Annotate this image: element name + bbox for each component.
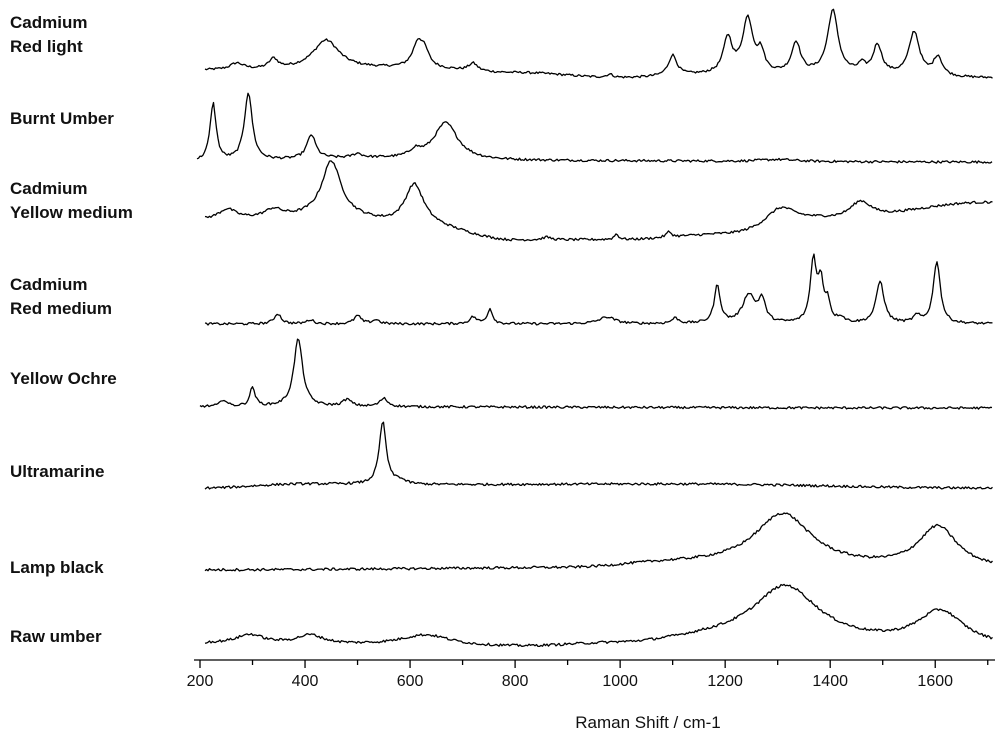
- series-label: Lamp black: [10, 558, 104, 577]
- spectrum-line: [204, 8, 993, 79]
- spectrum-traces: [196, 8, 993, 648]
- x-axis: 200 400 600 800 1000 1200 1400 1600: [187, 659, 995, 690]
- x-tick-label: 1400: [812, 673, 848, 690]
- series-label: Cadmium: [10, 13, 87, 32]
- x-tick-label: 1200: [707, 673, 743, 690]
- spectrum-line: [199, 338, 993, 410]
- x-axis-title: Raman Shift / cm-1: [575, 713, 721, 732]
- spectrum-line: [204, 583, 993, 648]
- series-label: Red light: [10, 37, 83, 56]
- series-labels: Cadmium Red light Burnt Umber Cadmium Yellow…: [10, 13, 133, 646]
- x-axis-ticks: 200 400 600 800 1000 1200 1400 1600: [187, 660, 989, 690]
- spectrum-line: [196, 92, 993, 164]
- x-tick-label: 200: [187, 673, 214, 690]
- series-label: Red medium: [10, 299, 112, 318]
- series-label: Yellow medium: [10, 203, 133, 222]
- x-tick-label: 1600: [917, 673, 953, 690]
- series-label: Raw umber: [10, 627, 102, 646]
- series-label: Cadmium: [10, 275, 87, 294]
- x-tick-label: 600: [397, 673, 424, 690]
- x-tick-label: 800: [502, 673, 529, 690]
- x-tick-label: 400: [292, 673, 319, 690]
- series-label: Ultramarine: [10, 462, 104, 481]
- series-label: Cadmium: [10, 179, 87, 198]
- spectrum-line: [204, 512, 993, 572]
- series-label: Yellow Ochre: [10, 369, 117, 388]
- x-tick-label: 1000: [602, 673, 638, 690]
- spectrum-line: [204, 421, 993, 490]
- series-label: Burnt Umber: [10, 109, 114, 128]
- spectrum-line: [204, 160, 993, 242]
- spectrum-line: [204, 253, 993, 326]
